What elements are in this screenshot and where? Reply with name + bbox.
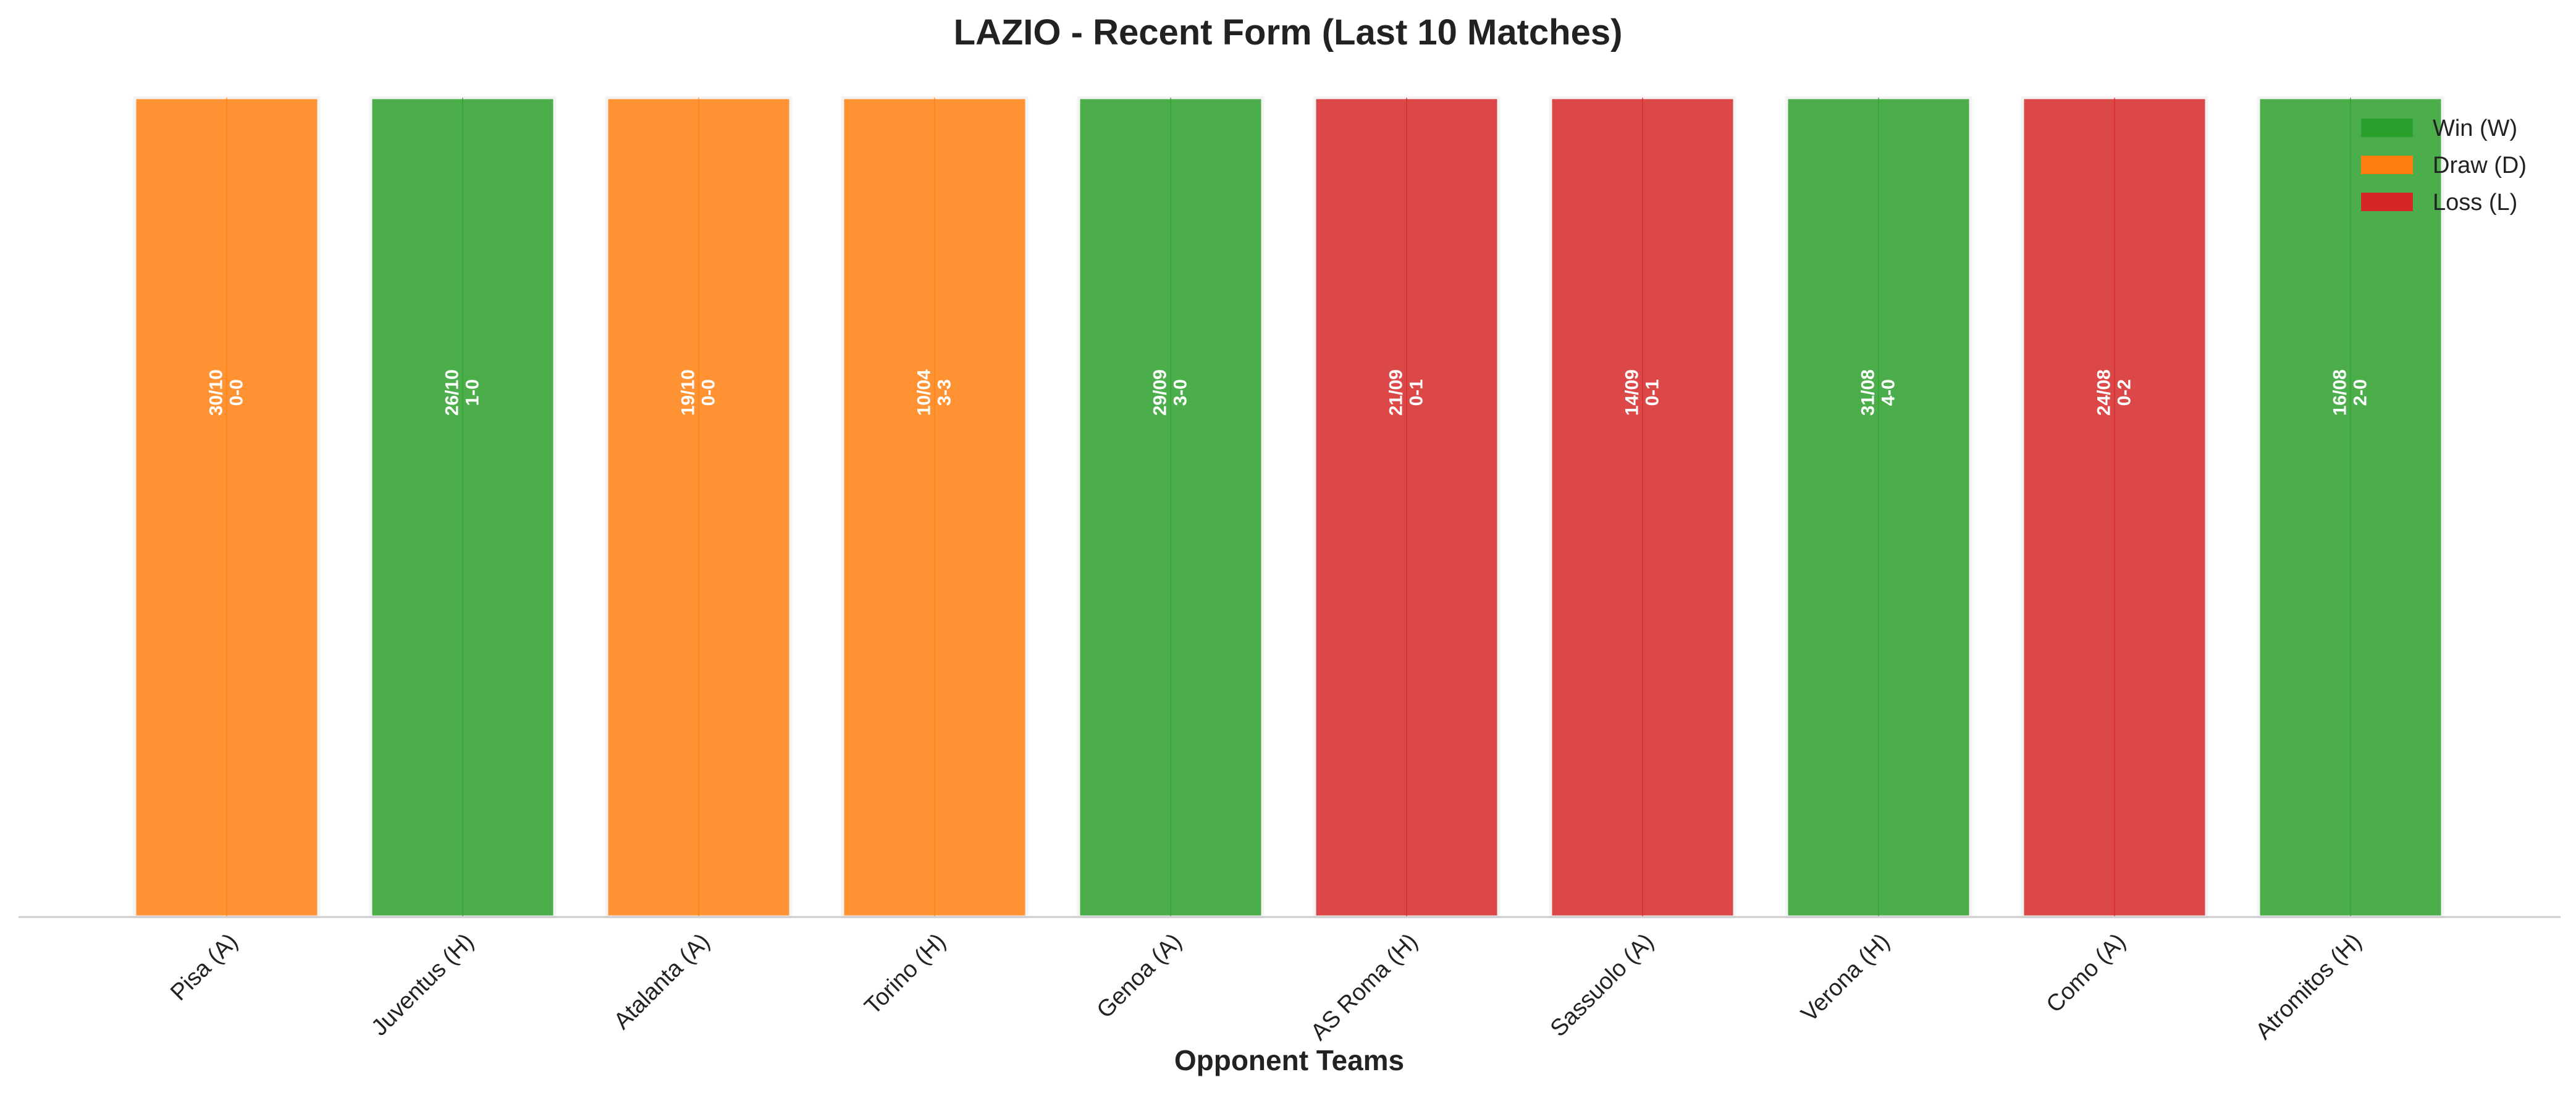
bar-label: 24/080-2 [2094,369,2135,416]
legend-swatch [2361,156,2413,174]
bar-label: 26/101-0 [442,369,483,416]
bar-label: 16/082-0 [2330,369,2371,416]
bar-label-score: 0-0 [227,379,247,406]
legend-label: Loss (L) [2433,190,2517,216]
bar-labels-layer: 30/100-0 26/101-0 19/100-0 10/043-3 29/093-0… [206,369,2371,416]
x-tick-label: Como (A) [2042,929,2131,1018]
x-tick-label: Atromitos (H) [2250,929,2367,1045]
bar-label-date: 19/10 [678,369,699,416]
bar-label-score: 0-1 [1407,379,1427,406]
x-tick-label: Sassuolo (A) [1546,929,1659,1042]
bar-label-score: 2-0 [2351,379,2371,406]
bar-label: 21/090-1 [1386,369,1427,416]
x-tick-label: Verona (H) [1796,929,1895,1028]
legend-swatch [2361,119,2413,137]
bar-label-score: 4-0 [1879,379,1899,406]
bar-label-date: 16/08 [2330,369,2351,416]
bar-label-score: 1-0 [463,379,483,406]
x-axis-label: Opponent Teams [1174,1044,1404,1076]
bar-label: 30/100-0 [206,369,247,416]
bar-label: 10/043-3 [914,369,955,416]
bar-label-date: 26/10 [442,369,463,416]
bar-label-score: 3-0 [1171,379,1191,406]
bars-layer [133,96,2444,919]
x-tick-labels: Pisa (A) Juventus (H) Atalanta (A) Torino (… [166,929,2367,1045]
bar-label: 14/090-1 [1622,369,1663,416]
chart-title: LAZIO - Recent Form (Last 10 Matches) [954,12,1623,52]
x-tick-label: AS Roma (H) [1306,929,1423,1045]
legend-label: Draw (D) [2433,153,2527,178]
bar-label: 29/093-0 [1150,369,1191,416]
legend-swatch [2361,193,2413,211]
bar-label-score: 3-3 [935,379,955,406]
bar-label-date: 31/08 [1858,369,1879,416]
legend-label: Win (W) [2433,115,2517,141]
bar-label-score: 0-2 [2115,379,2135,406]
bar-label-score: 0-0 [699,379,719,406]
bar-label-date: 21/09 [1386,369,1407,416]
x-tick-label: Juventus (H) [366,929,479,1041]
bar-label: 31/084-0 [1858,369,1899,416]
x-tick-label: Genoa (A) [1092,929,1187,1024]
bar-label-date: 24/08 [2094,369,2115,416]
legend: Win (W) Draw (D) Loss (L) [2361,115,2527,216]
bar-label-date: 14/09 [1622,369,1643,416]
bar-label-score: 0-1 [1643,379,1663,406]
bar-label: 19/100-0 [678,369,719,416]
x-tick-label: Torino (H) [860,929,951,1020]
bar-label-date: 30/10 [206,369,227,416]
bar-label-date: 10/04 [914,369,935,416]
bar-label-date: 29/09 [1150,369,1171,416]
x-tick-label: Pisa (A) [166,929,243,1006]
x-tick-label: Atalanta (A) [609,929,715,1035]
